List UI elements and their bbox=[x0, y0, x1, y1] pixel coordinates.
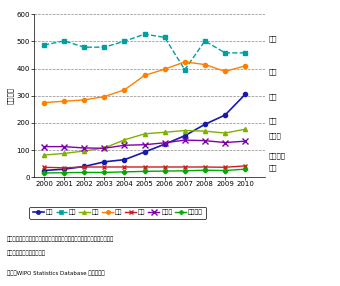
Text: 備考：世界各国の特許機関に申請された出願件数の合計。国別件数は申請: 備考：世界各国の特許機関に申請された出願件数の合計。国別件数は申請 bbox=[7, 236, 114, 242]
Text: 中国: 中国 bbox=[269, 94, 277, 100]
Y-axis label: （千件）: （千件） bbox=[7, 87, 14, 104]
Text: 者の居住国で分類。: 者の居住国で分類。 bbox=[7, 250, 46, 256]
Text: 米国: 米国 bbox=[269, 69, 277, 75]
Text: 韓国: 韓国 bbox=[269, 117, 277, 124]
Text: 日本: 日本 bbox=[269, 35, 277, 42]
Legend: 中国, 日本, 韓国, 米国, 英国, ドイツ, フランス: 中国, 日本, 韓国, 米国, 英国, ドイツ, フランス bbox=[29, 207, 206, 219]
Text: 英国: 英国 bbox=[269, 164, 277, 171]
Text: ドイツ: ドイツ bbox=[269, 133, 282, 139]
Text: フランス: フランス bbox=[269, 153, 286, 159]
Text: 資料：WIPO Statistics Database から作成。: 資料：WIPO Statistics Database から作成。 bbox=[7, 270, 104, 276]
